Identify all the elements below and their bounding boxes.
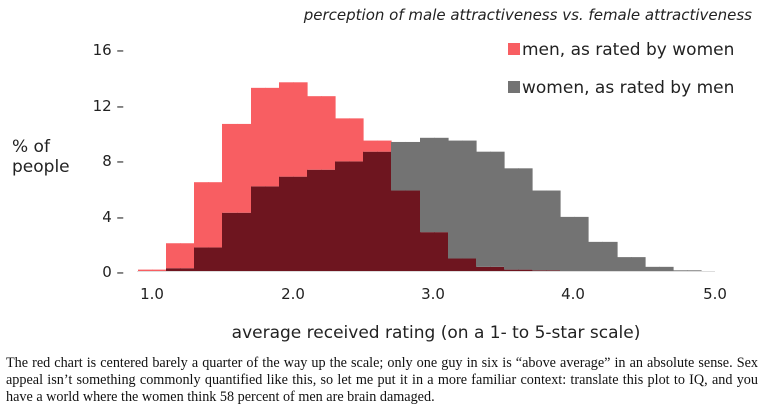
legend-label-men: men, as rated by women xyxy=(522,40,734,60)
y-tick-16: 16 – xyxy=(93,41,124,59)
bar-overlap xyxy=(279,176,294,271)
bar-women xyxy=(574,216,589,271)
y-axis-label-line2: people xyxy=(12,157,70,177)
bar-women xyxy=(546,190,561,271)
bar-men xyxy=(265,87,280,187)
bar-overlap xyxy=(391,190,406,271)
x-tick-3: 3.0 xyxy=(421,285,445,303)
legend-swatch-women xyxy=(508,81,520,93)
bar-overlap xyxy=(222,212,238,271)
bar-men xyxy=(307,96,322,170)
bar-overlap xyxy=(434,232,449,271)
bar-women xyxy=(588,241,603,271)
bar-women xyxy=(659,266,674,271)
bar-women xyxy=(532,190,547,271)
bar-women xyxy=(602,241,618,271)
bar-men xyxy=(222,123,238,213)
bar-men xyxy=(279,82,294,177)
bar-women xyxy=(504,168,519,270)
caption-paragraph: The red chart is centered barely a quart… xyxy=(6,355,758,406)
bar-women xyxy=(476,151,491,267)
bar-men xyxy=(194,182,209,248)
bar-men xyxy=(349,118,364,162)
bar-women xyxy=(462,140,477,259)
bar-men xyxy=(363,140,378,152)
bar-men xyxy=(237,123,252,213)
bar-overlap xyxy=(237,212,252,271)
x-tick-4: 4.0 xyxy=(561,285,585,303)
bar-women xyxy=(645,266,660,271)
legend-swatch-men xyxy=(508,43,520,55)
y-tick-12: 12 – xyxy=(93,97,124,115)
bar-overlap xyxy=(363,151,378,271)
bar-men xyxy=(208,182,223,248)
bar-men xyxy=(293,82,308,177)
bar-overlap xyxy=(265,186,280,271)
bar-men xyxy=(152,269,167,271)
bar-overlap xyxy=(377,151,392,271)
bars-group xyxy=(138,82,702,271)
bar-women xyxy=(560,216,575,271)
y-tick-0: 0 – xyxy=(102,263,124,281)
bar-women xyxy=(448,140,463,259)
bar-men xyxy=(138,269,153,271)
chart-title: perception of male attractiveness vs. fe… xyxy=(303,6,752,24)
bar-overlap xyxy=(420,232,435,271)
bar-overlap xyxy=(166,268,181,271)
bar-women xyxy=(405,141,421,191)
x-tick-5: 5.0 xyxy=(703,285,727,303)
bar-overlap xyxy=(293,176,308,271)
bar-overlap xyxy=(476,266,491,271)
x-tick-2: 2.0 xyxy=(281,285,305,303)
bar-overlap xyxy=(462,258,477,271)
bar-women xyxy=(631,257,646,271)
bar-overlap xyxy=(504,269,519,271)
bar-overlap xyxy=(532,270,547,271)
bar-overlap xyxy=(349,161,364,271)
bar-men xyxy=(166,243,181,269)
bar-women xyxy=(518,168,533,270)
bar-overlap xyxy=(546,270,561,271)
bar-women xyxy=(420,137,435,233)
bar-men xyxy=(321,96,336,170)
bar-men xyxy=(251,87,266,187)
bar-women xyxy=(673,270,688,271)
bar-overlap xyxy=(251,186,266,271)
bar-overlap xyxy=(180,268,195,271)
x-tick-1: 1.0 xyxy=(140,285,164,303)
bar-men xyxy=(335,118,350,162)
bar-women xyxy=(391,141,406,191)
bar-women xyxy=(434,137,449,233)
y-tick-8: 8 – xyxy=(102,152,124,170)
bar-men xyxy=(180,243,195,269)
bar-women xyxy=(490,151,505,267)
bar-overlap xyxy=(405,190,421,271)
bar-women xyxy=(617,257,632,271)
bar-overlap xyxy=(518,269,533,271)
histogram-chart: perception of male attractiveness vs. fe… xyxy=(12,6,752,343)
bar-men xyxy=(377,140,392,152)
bar-overlap xyxy=(208,247,223,271)
bar-overlap xyxy=(321,169,336,271)
bar-overlap xyxy=(448,258,463,271)
y-axis-label-line1: % of xyxy=(12,137,51,157)
y-tick-4: 4 – xyxy=(102,208,124,226)
bar-women xyxy=(687,270,702,271)
bar-overlap xyxy=(194,247,209,271)
bar-overlap xyxy=(490,266,505,271)
legend-label-women: women, as rated by men xyxy=(522,78,734,98)
x-axis-label: average received rating (on a 1- to 5-st… xyxy=(232,323,641,343)
bar-overlap xyxy=(307,169,322,271)
bar-overlap xyxy=(335,161,350,271)
